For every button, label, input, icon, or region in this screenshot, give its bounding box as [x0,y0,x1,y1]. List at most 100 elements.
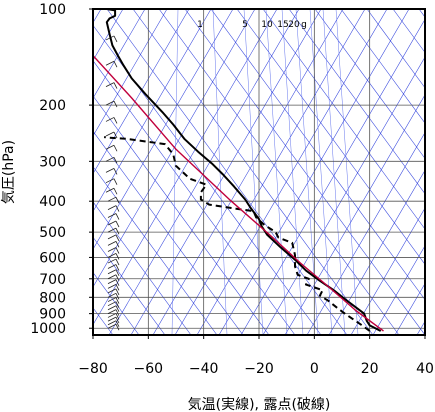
wind-barb-shaft [105,168,115,173]
mixing-ratio-label: 15 [277,20,288,30]
wind-barb-shaft [105,178,115,184]
dry-adiabat-line [236,9,425,265]
dry-adiabat-line [93,130,244,335]
dry-adiabat-line [93,236,166,335]
wind-barb-flag [115,324,120,331]
dry-adiabat-line [366,9,425,89]
wind-barb-shaft [107,258,117,264]
wind-barb-flag [115,288,120,296]
wind-barb-flag [115,258,120,266]
wind-barbs [105,35,120,331]
mixing-ratio-line [243,9,264,335]
y-tick-label: 200 [39,98,66,114]
wind-barb-shaft [107,205,117,210]
isotherm-line [306,131,425,335]
wind-barb-shaft [107,240,117,246]
mixing-ratio-label: 20 [288,20,300,30]
wind-barb-flag [113,117,118,124]
isotherm-line [262,56,425,335]
y-tick-label: 600 [39,250,66,266]
y-tick-label: 900 [39,307,66,323]
mixing-ratio-label: g [301,20,307,30]
wind-barb-flag [115,264,120,271]
mixing-ratio-line [335,9,359,335]
wind-barb-flag [115,309,120,316]
wind-barb-flag [115,274,120,281]
wind-barb-shaft [107,292,117,298]
y-tick-label: 700 [39,272,66,288]
wind-barb-flag [115,227,120,235]
wind-barb-flag [113,100,118,108]
isotherm-line [284,94,425,335]
wind-barb-shaft [107,288,117,294]
y-tick-label: 400 [39,194,66,210]
wind-barb-shaft [107,213,117,218]
y-axis-label: 気圧(hPa) [1,140,17,204]
dry-adiabat-line [340,9,425,124]
parcel-line [93,55,384,332]
y-tick-label: 800 [39,290,66,306]
x-tick-label: −80 [78,361,108,377]
dry-adiabat-line [158,9,400,335]
wind-barb-flag [113,61,118,68]
isotherm-line [174,9,366,335]
wind-barb-shaft [107,323,117,329]
mixing-ratio-line [322,9,346,335]
x-tick-label: 40 [416,361,434,377]
wind-barb-shaft [107,220,117,226]
mixing-ratio-labels: 1 5 10 15 20 g [197,20,307,30]
wind-barb-shaft [107,313,117,318]
wind-barb-shaft [107,320,117,326]
wind-barb-flag [115,301,120,308]
dry-adiabat-line [132,9,374,335]
wind-barb-shaft [105,187,115,193]
grid-lines [93,9,425,335]
isotherm-line [93,9,234,250]
isotherm-line [372,245,425,335]
wind-barb-flag [113,145,118,152]
y-tick-label: 1000 [30,321,66,337]
wind-barb-flag [113,157,118,164]
isotherm-line [240,18,425,335]
mixing-ratio-line [281,9,304,335]
wind-barb-shaft [107,247,117,252]
wind-barb-flag [115,279,120,286]
wind-barb-flag [115,234,120,242]
wind-barb-flag [113,188,118,195]
wind-barb-flag [115,197,120,204]
y-tick-label: 100 [39,2,66,18]
wind-barb-flag [115,320,120,327]
mixing-ratio-label: 5 [242,20,248,30]
x-tick-label: −20 [244,361,274,377]
wind-barb-flag [113,178,118,185]
wind-barb-flag [115,316,120,324]
mixing-ratio-label: 1 [197,20,203,30]
y-tick-label: 500 [39,225,66,241]
wind-barb-shaft [107,269,117,275]
wind-barb-flag [115,213,120,220]
wind-barb-flag [115,284,120,291]
x-axis-label: 気温(実線), 露点(破線) [188,397,331,412]
wind-barb-shaft [105,156,115,162]
wind-barb-shaft [107,196,117,202]
wind-barb-flag [115,293,120,300]
wind-barb-flag [115,241,120,248]
dry-adiabat-line [288,9,425,195]
x-tick-label: 0 [310,361,319,377]
dry-adiabat-line [210,9,425,301]
dry-adiabat-line [93,166,218,335]
wind-barb-shaft [105,60,115,66]
isotherm-line [93,9,168,137]
wind-barb-flag [113,168,118,175]
mixing-ratio-line [309,9,333,335]
wind-barb-flag [115,305,120,312]
wind-barb-shaft [107,283,117,289]
wind-barb-shaft [107,301,117,307]
dry-adiabat-line [93,95,270,335]
dry-adiabat-line [106,9,348,335]
wind-barb-shaft [107,305,117,311]
dry-adiabat-line [93,201,192,335]
plot-area [92,8,426,336]
wind-barb-shaft [107,297,117,302]
